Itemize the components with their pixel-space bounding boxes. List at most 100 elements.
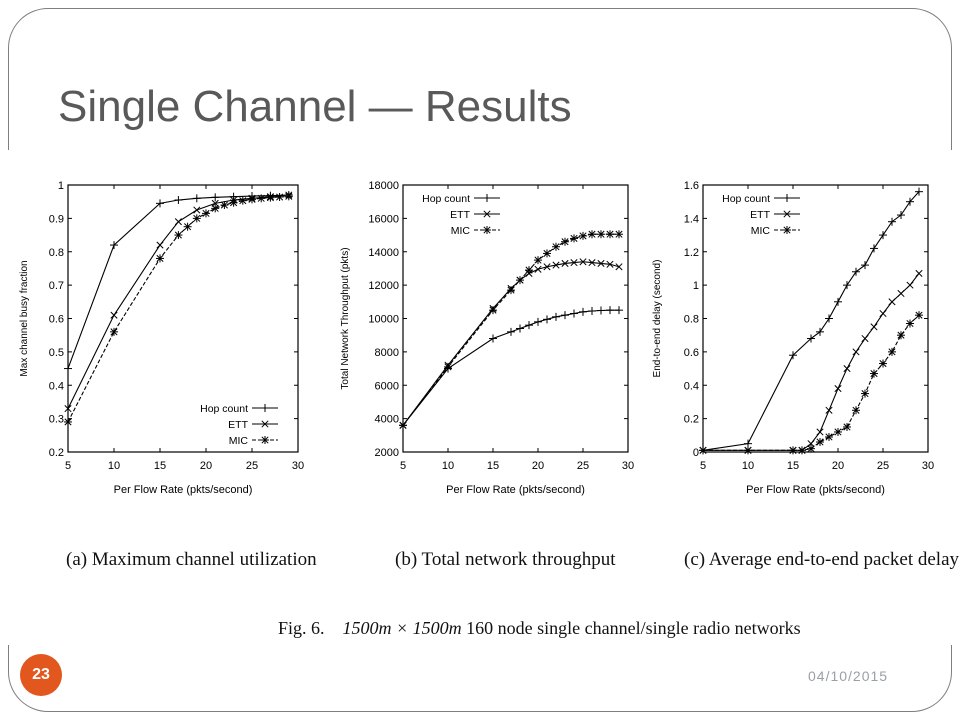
chart-a-ytick-label: 0.4: [49, 380, 64, 392]
chart-c-series-1-point-d2: [915, 269, 923, 277]
chart-a-series-2-line: [67, 195, 289, 423]
chart-a-series-1-line: [67, 194, 289, 409]
chart-c-series-2-point: [699, 446, 707, 455]
chart-a-series-2-point: [110, 327, 118, 336]
chart-a-series-0-point: [174, 196, 183, 205]
chart-c-series-1-point-d2: [906, 281, 914, 289]
chart-b-legend-label: ETT: [450, 209, 470, 221]
chart-c-series-1-point: [852, 348, 860, 356]
chart-a-ytick-label: 0.6: [49, 314, 64, 326]
chart-b-series-2-point-d2: [516, 276, 524, 284]
chart-b-series-0-point: [507, 327, 515, 336]
chart-a-series-2-point: [211, 204, 220, 213]
chart-b-series-2-point-d2: [561, 238, 569, 246]
chart-b-series-2-point-d2: [606, 230, 614, 238]
chart-a-series-0-point: [110, 241, 118, 250]
chart-a-series-2-point: [64, 417, 72, 426]
chart-b-xlabel: Per Flow Rate (pkts/second): [446, 484, 585, 496]
slide-date: 04/10/2015: [808, 668, 889, 684]
chart-a-legend-label: MIC: [229, 435, 249, 447]
chart-c-legend-marker-d2: [783, 226, 791, 234]
chart-b-series-0-point: [561, 311, 569, 320]
chart-c-ytick-label: 1.4: [684, 213, 699, 225]
chart-c-series-2-point: [807, 444, 815, 453]
chart-b-series-1-point: [615, 263, 623, 271]
chart-a-xtick-label: 25: [246, 460, 258, 472]
chart-c-series-0-point: [879, 231, 887, 240]
chart-c-series-2-point-d2: [699, 446, 707, 454]
chart-a-series-2-point-d2: [285, 192, 293, 200]
figure-caption: Fig. 6. 1500m × 1500m 160 node single ch…: [278, 618, 801, 639]
chart-a-series-1-point: [110, 311, 118, 319]
chart-a-legend-marker: [261, 420, 269, 428]
chart-c-series-2-point: [888, 347, 896, 356]
chart-a-series-2-point-d2: [64, 418, 72, 426]
chart-b-series-2-point: [579, 231, 587, 240]
chart-b-xtick-label: 15: [487, 460, 499, 472]
chart-c-legend-marker: [783, 226, 791, 234]
chart-c-ytick-label: 0.2: [684, 414, 699, 426]
chart-b-series-0-point: [606, 306, 614, 315]
chart-c-series-1-point-d2: [834, 385, 842, 393]
chart-c-series-0-point: [834, 297, 842, 306]
chart-b-legend-label: MIC: [451, 225, 471, 237]
chart-c-series-1-point-d2: [888, 298, 896, 306]
chart-b-series-0-point: [525, 321, 533, 330]
chart-b-series-1-point: [552, 261, 560, 269]
chart-c-series-2-point: [834, 427, 842, 436]
chart-a-series-1-point-d2: [193, 206, 201, 214]
chart-a-plot: 5 10 15 20 25 30 0.2 0.3 0.4 0.5 0.6 0.7 0.8 0.9 1 Per …: [19, 180, 304, 496]
chart-c-series-1-point-d2: [816, 428, 824, 436]
chart-a-series-2-point: [174, 231, 183, 240]
chart-c-series-2-point: [861, 389, 869, 398]
chart-c-ytick-label: 0.4: [684, 380, 699, 392]
chart-c-series-0-point: [852, 267, 860, 276]
chart-c-ytick-label: 0.8: [684, 314, 699, 326]
chart-a-series-0-point: [156, 199, 164, 208]
chart-a-series-2-point: [284, 192, 293, 201]
chart-c-ytick-label: 1.2: [684, 247, 699, 259]
chart-b-series-2-point: [507, 286, 515, 295]
chart-b-series-1-point: [606, 260, 614, 268]
chart-c-series-0-point: [897, 211, 905, 220]
chart-a-series-2-point-d2: [202, 209, 210, 217]
chart-b-series-1-point: [570, 259, 578, 267]
chart-b-series-1-point: [588, 259, 596, 267]
figure-caption-text: 160 node single channel/single radio net…: [466, 618, 801, 638]
chart-c-ytick-label: 1.6: [684, 180, 699, 192]
chart-b-legend-marker: [483, 226, 491, 234]
chart-b-series-2-point-d2: [552, 243, 560, 251]
chart-b-caption: (b) Total network throughput: [395, 549, 616, 570]
chart-c-series-0-point: [789, 351, 797, 360]
figure-caption-size: 1500m × 1500m: [342, 618, 462, 638]
chart-c-series-1-point-d2: [879, 309, 887, 318]
chart-a-legend-marker-d2: [261, 436, 269, 444]
chart-c-series-2-point: [825, 432, 833, 441]
chart-c-series-2-point: [897, 331, 905, 340]
chart-c-series-2-point-d2: [843, 423, 851, 431]
chart-b-ytick-label: 10000: [368, 314, 399, 326]
page-number-badge: 23: [20, 654, 62, 696]
chart-c-series-2-point: [789, 446, 797, 455]
chart-c-series-1-point: [843, 365, 851, 373]
chart-a-series-1-point: [174, 218, 182, 226]
chart-c-series-1-point: [915, 269, 923, 277]
chart-b-series-2-point: [444, 362, 452, 371]
chart-c-series-2-point-d2: [897, 331, 905, 339]
chart-b-series-1-point: [561, 259, 569, 267]
chart-b-series-0-point: [579, 307, 587, 316]
chart-c-xlabel: Per Flow Rate (pkts/second): [746, 484, 885, 496]
chart-b-series-1-point-d2: [534, 265, 542, 273]
chart-a-series-1-point-d2: [174, 218, 182, 226]
chart-c-series-0-point: [816, 327, 824, 336]
chart-a-series-2-point: [183, 222, 192, 231]
chart-c-series-2-point: [906, 319, 914, 328]
chart-b-series-0-point: [516, 324, 524, 333]
frame-gap-right: [940, 150, 960, 645]
chart-c-series-2-point-d2: [834, 428, 842, 436]
chart-b-series-2-point-d2: [579, 232, 587, 240]
chart-c-series-0-point: [861, 261, 869, 270]
chart-b-ytick-label: 12000: [368, 280, 399, 292]
chart-b-series-0-point: [489, 334, 497, 343]
chart-c-series-1-point: [870, 323, 878, 331]
